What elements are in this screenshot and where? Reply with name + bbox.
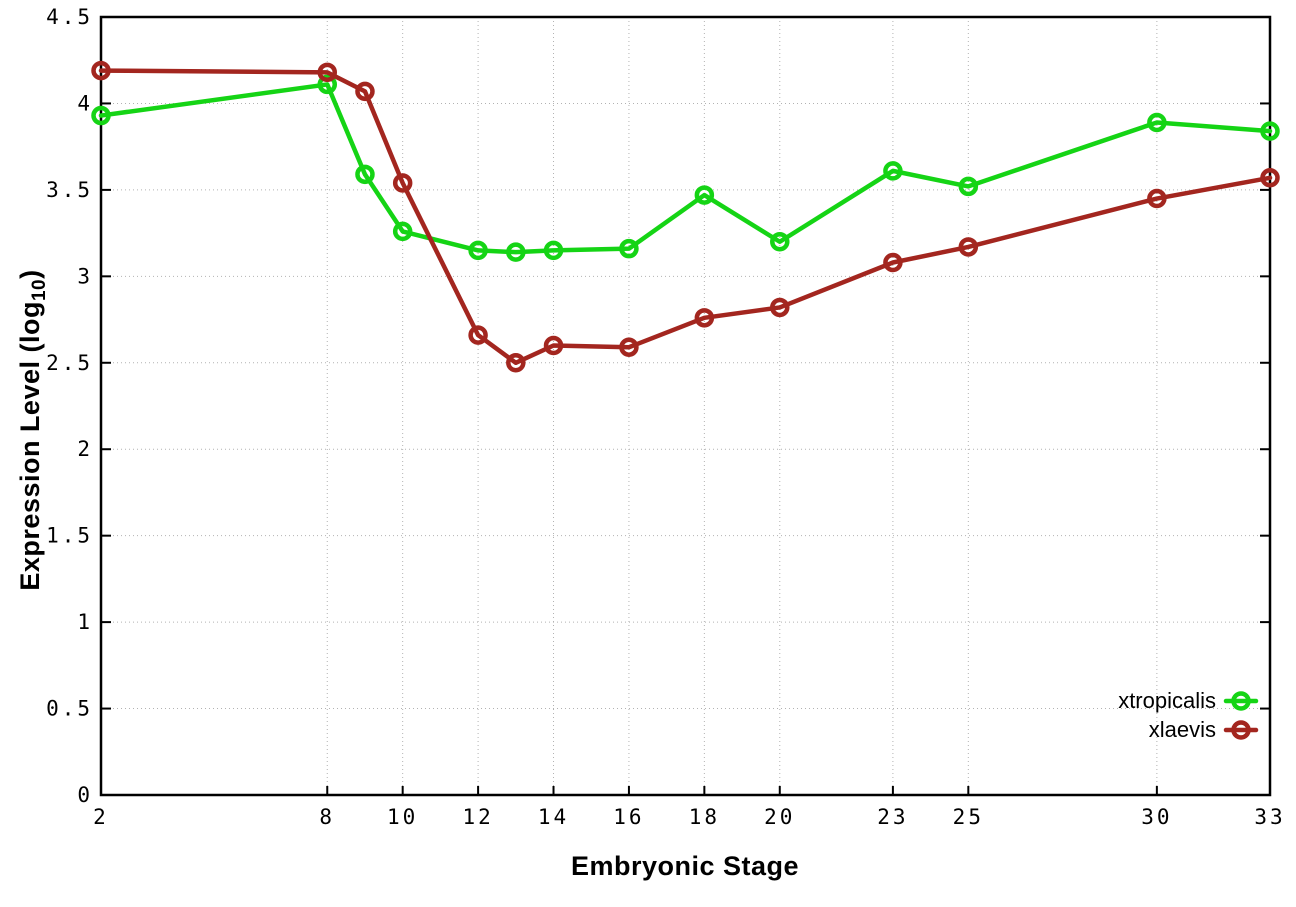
x-tick-label: 18 [689,805,720,829]
x-tick-label: 8 [319,805,335,829]
x-tick-label: 16 [613,805,644,829]
data-point-xtropicalis [91,105,111,126]
series-line-xlaevis [98,68,1273,366]
y-axis-title-subscript: 10 [29,278,50,302]
data-point-xlaevis [355,81,375,102]
data-point-xtropicalis [883,161,903,181]
x-tick-label: 25 [953,805,984,829]
data-point-xlaevis [694,308,715,328]
x-axis-title: Embryonic Stage [570,851,800,881]
data-point-xtropicalis [958,176,979,197]
data-point-xlaevis [506,353,526,373]
data-point-xtropicalis [1147,112,1167,133]
data-point-xtropicalis [1260,121,1280,141]
y-tick-label: 0 [77,783,93,807]
y-tick-label: 1.5 [46,524,93,548]
x-tick-label: 23 [877,805,908,829]
y-axis-title-text: Expression Level (log [15,301,45,591]
plot-border [99,15,1272,797]
y-tick-label: 3 [77,264,93,288]
data-point-xlaevis [619,337,639,357]
data-point-xtropicalis [694,185,715,205]
data-point-xtropicalis [506,242,526,262]
data-point-xtropicalis [468,240,488,261]
y-tick-label: 1 [77,610,93,634]
legend-label-xlaevis: xlaevis [1149,717,1216,742]
data-point-xlaevis [958,237,979,257]
data-point-xtropicalis [619,238,639,259]
y-tick-label: 0.5 [46,697,93,721]
y-tick-label: 4 [77,91,93,115]
data-point-xtropicalis [355,164,375,185]
data-point-xlaevis [1147,188,1167,209]
x-tick-label: 2 [93,805,109,829]
x-tick-label: 10 [387,805,418,829]
x-tick-label: 33 [1254,805,1285,829]
data-point-xlaevis [317,62,338,83]
x-tick-label: 20 [764,805,795,829]
data-point-xlaevis [468,325,488,345]
data-point-xtropicalis [770,232,790,252]
data-point-xtropicalis [392,221,413,242]
legend-label-xtropicalis: xtropicalis [1118,688,1216,713]
series-line-xtropicalis [98,82,1273,255]
data-point-xlaevis [91,60,111,81]
y-axis-title-close: ) [15,269,45,279]
legend-marker-xlaevis [1231,720,1251,740]
y-tick-label: 4.5 [46,5,93,29]
data-point-xlaevis [770,297,790,318]
x-tick-label: 30 [1141,805,1172,829]
data-point-xlaevis [1260,168,1280,188]
y-axis-title: Expression Level (log10) [15,269,51,590]
data-point-xtropicalis [317,74,338,95]
y-tick-label: 2.5 [46,351,93,375]
legend-marker-xtropicalis [1231,691,1251,711]
x-tick-label: 12 [462,805,493,829]
data-point-xlaevis [543,335,564,356]
data-point-xlaevis [392,173,413,193]
data-point-xlaevis [883,252,903,273]
x-tick-label: 14 [538,805,569,829]
y-tick-label: 3.5 [46,178,93,202]
data-point-xtropicalis [543,240,564,261]
y-tick-label: 2 [77,437,93,461]
